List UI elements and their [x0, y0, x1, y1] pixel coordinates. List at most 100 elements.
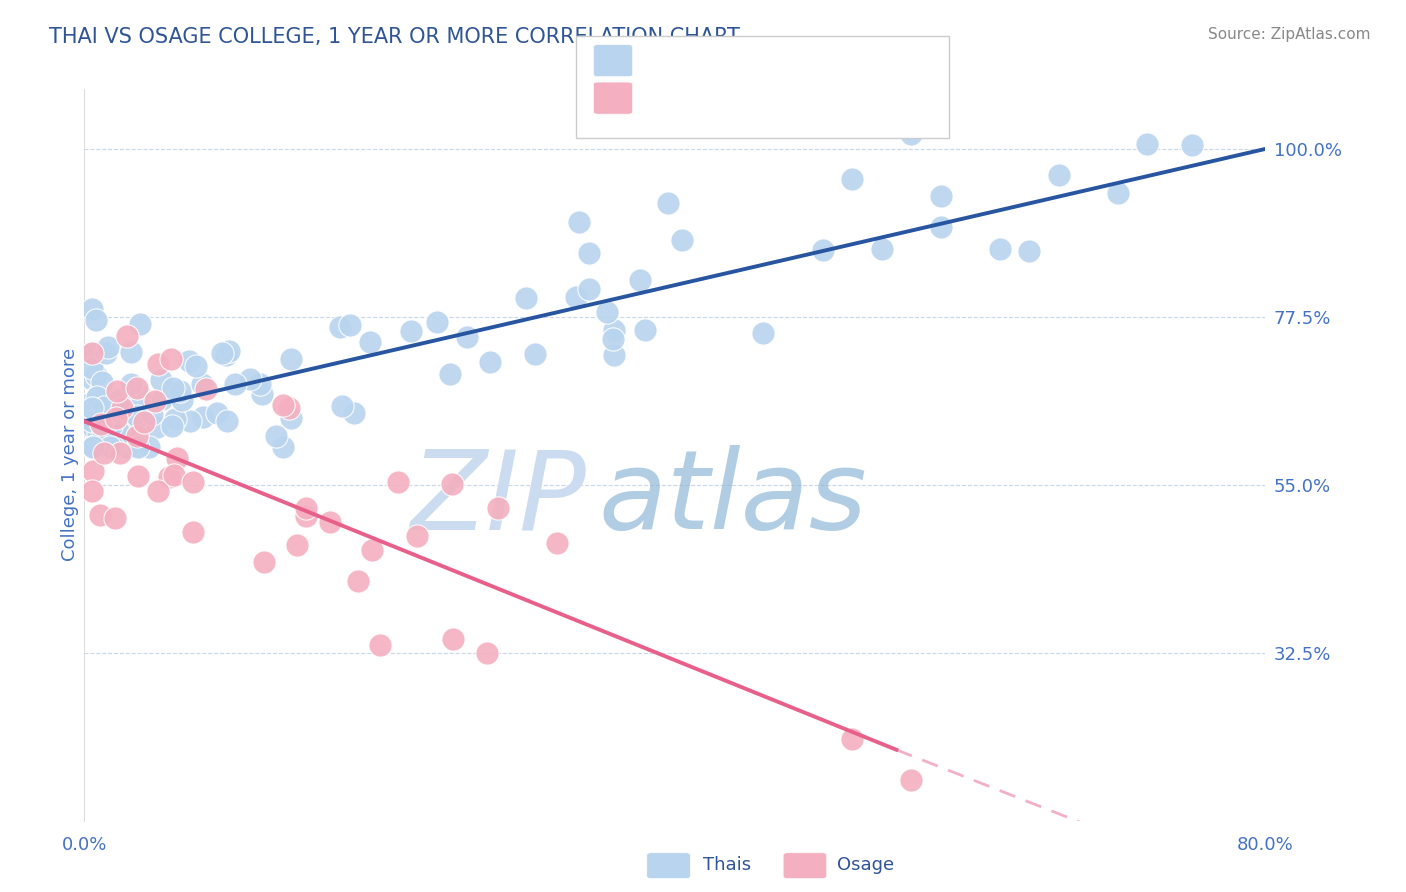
Point [179, 414, 201, 428]
Point [128, 438, 150, 452]
Point [399, 324, 422, 338]
Y-axis label: College, 1 year or more: College, 1 year or more [62, 349, 80, 561]
Point [91, 425, 114, 439]
Point [1018, 244, 1040, 259]
Point [80, 401, 103, 416]
Point [114, 441, 136, 455]
Point [295, 500, 318, 515]
Point [602, 323, 624, 337]
Point [117, 441, 139, 455]
Point [120, 345, 142, 359]
Point [280, 411, 302, 425]
Point [110, 446, 132, 460]
Point [82, 401, 104, 415]
Point [329, 320, 352, 334]
Point [97, 340, 120, 354]
Point [1047, 168, 1070, 182]
Point [86, 426, 108, 441]
Point [169, 384, 191, 398]
Point [671, 233, 693, 247]
Point [603, 347, 626, 361]
Point [91, 375, 114, 389]
Point [177, 354, 200, 368]
Point [96, 346, 118, 360]
Point [138, 440, 160, 454]
Point [89, 508, 111, 522]
Point [162, 419, 184, 434]
Point [387, 475, 409, 489]
Point [1181, 137, 1204, 152]
Point [82, 441, 104, 455]
Point [515, 291, 537, 305]
Point [929, 220, 952, 235]
Point [752, 326, 775, 340]
Point [319, 515, 342, 529]
Point [86, 368, 108, 383]
Point [94, 409, 117, 424]
Point [900, 772, 922, 787]
Point [163, 467, 186, 482]
Point [101, 404, 124, 418]
Point [115, 328, 138, 343]
Point [347, 574, 370, 588]
Point [1107, 186, 1129, 200]
Point [456, 329, 478, 343]
Point [264, 429, 287, 443]
Point [440, 476, 463, 491]
Point [478, 354, 501, 368]
Point [94, 441, 117, 455]
Point [368, 638, 391, 652]
Point [170, 392, 193, 407]
Point [103, 441, 125, 455]
Point [84, 407, 107, 421]
Point [578, 246, 600, 260]
Text: THAI VS OSAGE COLLEGE, 1 YEAR OR MORE CORRELATION CHART: THAI VS OSAGE COLLEGE, 1 YEAR OR MORE CO… [49, 27, 740, 46]
Point [628, 273, 651, 287]
Text: Thais: Thais [703, 856, 751, 874]
Point [110, 441, 132, 455]
Point [342, 406, 364, 420]
Text: Osage: Osage [837, 856, 894, 874]
Point [150, 392, 173, 407]
Point [100, 441, 122, 455]
Point [578, 283, 600, 297]
Point [105, 384, 128, 398]
Point [602, 332, 624, 346]
Point [80, 302, 103, 317]
Point [250, 386, 273, 401]
Point [475, 646, 498, 660]
Point [127, 409, 149, 424]
Point [239, 372, 262, 386]
Point [105, 410, 128, 425]
Point [285, 538, 308, 552]
Point [127, 469, 149, 483]
Point [900, 127, 922, 141]
Text: 0.0%: 0.0% [62, 836, 107, 854]
Point [82, 464, 104, 478]
Point [93, 441, 115, 455]
Point [100, 418, 122, 433]
Point [596, 304, 619, 318]
Point [523, 347, 546, 361]
Point [117, 418, 139, 433]
Point [86, 390, 108, 404]
Point [191, 376, 214, 391]
Text: Source: ZipAtlas.com: Source: ZipAtlas.com [1208, 27, 1371, 42]
Point [80, 346, 103, 360]
Point [90, 417, 112, 431]
Text: ZIP: ZIP [411, 445, 586, 552]
Point [93, 400, 115, 414]
Point [841, 172, 863, 186]
Point [634, 323, 657, 337]
Point [134, 416, 156, 430]
Point [929, 189, 952, 203]
Point [546, 536, 568, 550]
Point [184, 359, 207, 374]
Point [277, 401, 299, 415]
Point [111, 401, 134, 415]
Point [94, 407, 117, 421]
Point [211, 345, 233, 359]
Point [191, 410, 214, 425]
Point [330, 399, 353, 413]
Point [107, 424, 129, 438]
